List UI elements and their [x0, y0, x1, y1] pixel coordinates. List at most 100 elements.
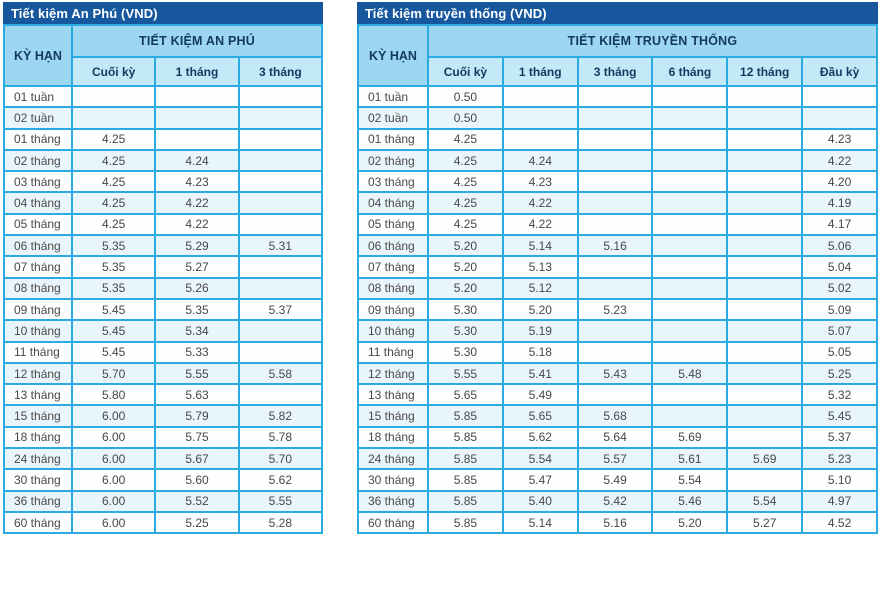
rate-value-cell: 5.82	[237, 404, 324, 428]
rate-value-cell	[154, 106, 240, 130]
table-row: 24 tháng 6.00 5.67 5.70	[3, 447, 324, 471]
rate-value-cell: 4.25	[70, 212, 157, 237]
term-cell: 08 tháng	[357, 276, 429, 300]
rate-value-cell	[651, 255, 729, 279]
rate-value-cell: 4.22	[154, 212, 240, 237]
term-cell: 24 tháng	[357, 447, 429, 471]
rate-value-cell: 5.26	[154, 276, 240, 300]
an-phu-rate-table: KỲ HẠN TIẾT KIỆM AN PHÚ Cuối kỳ 1 tháng 3 th…	[3, 24, 324, 535]
rate-value-cell: 5.23	[801, 447, 878, 471]
rate-value-cell	[651, 84, 729, 109]
rate-value-cell: 5.69	[651, 425, 729, 450]
rate-value-cell: 5.45	[70, 319, 157, 343]
rate-value-cell: 5.45	[801, 404, 878, 428]
rate-value-cell: 5.35	[70, 276, 157, 300]
rate-value-cell	[237, 127, 324, 151]
term-cell: 36 tháng	[357, 489, 429, 513]
rate-value-cell: 5.13	[501, 255, 579, 279]
table-row: 02 tháng 4.25 4.24	[3, 148, 324, 173]
rate-value-cell	[576, 255, 654, 279]
term-cell: 09 tháng	[357, 297, 429, 322]
rate-value-cell	[237, 319, 324, 343]
rate-value-cell	[576, 212, 654, 237]
rate-value-cell	[726, 170, 804, 194]
table-row: 05 tháng 4.25 4.22	[3, 212, 324, 237]
column-header: 1 tháng	[154, 56, 240, 87]
rate-value-cell	[154, 84, 240, 109]
term-cell: 02 tuần	[3, 106, 73, 130]
rate-value-cell: 5.20	[501, 297, 579, 322]
table-row: 09 tháng 5.30 5.20 5.23 5.09	[357, 297, 878, 322]
term-cell: 18 tháng	[3, 425, 73, 450]
rate-value-cell	[651, 148, 729, 173]
rate-value-cell: 4.97	[801, 489, 878, 513]
term-cell: 13 tháng	[357, 383, 429, 407]
table-row: 02 tuần 0.50	[357, 106, 878, 130]
term-cell: 24 tháng	[3, 447, 73, 471]
rate-value-cell: 5.14	[501, 234, 579, 258]
rate-value-cell: 5.85	[427, 468, 504, 492]
term-cell: 10 tháng	[357, 319, 429, 343]
rate-value-cell: 5.16	[576, 234, 654, 258]
rate-value-cell: 5.27	[726, 510, 804, 535]
rate-value-cell	[651, 383, 729, 407]
table-row: 11 tháng 5.30 5.18 5.05	[357, 340, 878, 364]
term-cell: 01 tháng	[357, 127, 429, 151]
rate-value-cell	[576, 383, 654, 407]
rate-value-cell	[237, 84, 324, 109]
rate-value-cell: 5.85	[427, 489, 504, 513]
rate-value-cell: 5.46	[651, 489, 729, 513]
rate-value-cell: 5.20	[427, 255, 504, 279]
rate-value-cell: 4.24	[154, 148, 240, 173]
rate-value-cell	[501, 127, 579, 151]
rate-value-cell: 5.25	[154, 510, 240, 535]
term-cell: 60 tháng	[357, 510, 429, 535]
rate-value-cell: 5.16	[576, 510, 654, 535]
rate-value-cell: 0.50	[427, 84, 504, 109]
rate-value-cell: 4.23	[154, 170, 240, 194]
rate-value-cell: 4.25	[427, 148, 504, 173]
term-cell: 08 tháng	[3, 276, 73, 300]
rate-value-cell: 5.18	[501, 340, 579, 364]
rate-value-cell: 5.55	[427, 361, 504, 386]
rate-value-cell	[651, 170, 729, 194]
rate-value-cell	[237, 276, 324, 300]
rate-value-cell: 6.00	[70, 404, 157, 428]
rate-value-cell: 4.25	[427, 127, 504, 151]
table-row: 15 tháng 5.85 5.65 5.68 5.45	[357, 404, 878, 428]
term-column-header: KỲ HẠN	[357, 24, 429, 87]
term-column-header: KỲ HẠN	[3, 24, 73, 87]
rate-value-cell	[651, 340, 729, 364]
table-row: 36 tháng 6.00 5.52 5.55	[3, 489, 324, 513]
rate-value-cell	[237, 340, 324, 364]
rate-value-cell: 5.54	[501, 447, 579, 471]
rate-value-cell: 5.55	[154, 361, 240, 386]
term-cell: 12 tháng	[357, 361, 429, 386]
table-row: 36 tháng 5.85 5.40 5.42 5.46 5.54 4.97	[357, 489, 878, 513]
rate-value-cell	[237, 148, 324, 173]
rate-value-cell: 5.85	[427, 510, 504, 535]
rate-value-cell: 5.33	[154, 340, 240, 364]
table-row: 30 tháng 6.00 5.60 5.62	[3, 468, 324, 492]
term-cell: 02 tháng	[3, 148, 73, 173]
rate-value-cell: 5.28	[237, 510, 324, 535]
rate-value-cell	[154, 127, 240, 151]
rate-value-cell: 5.54	[651, 468, 729, 492]
rate-value-cell: 5.62	[237, 468, 324, 492]
rate-value-cell: 4.17	[801, 212, 878, 237]
rate-value-cell	[501, 106, 579, 130]
rate-value-cell: 5.05	[801, 340, 878, 364]
rate-value-cell	[726, 84, 804, 109]
rate-value-cell	[576, 191, 654, 215]
rate-value-cell	[726, 148, 804, 173]
rate-value-cell	[651, 106, 729, 130]
rate-value-cell: 4.24	[501, 148, 579, 173]
rate-value-cell: 5.48	[651, 361, 729, 386]
rate-value-cell	[237, 383, 324, 407]
rate-value-cell: 5.14	[501, 510, 579, 535]
rate-value-cell	[576, 106, 654, 130]
table-row: 06 tháng 5.20 5.14 5.16 5.06	[357, 234, 878, 258]
table-row: 01 tuần 0.50	[357, 84, 878, 109]
table-row: 18 tháng 5.85 5.62 5.64 5.69 5.37	[357, 425, 878, 450]
rate-value-cell: 5.02	[801, 276, 878, 300]
